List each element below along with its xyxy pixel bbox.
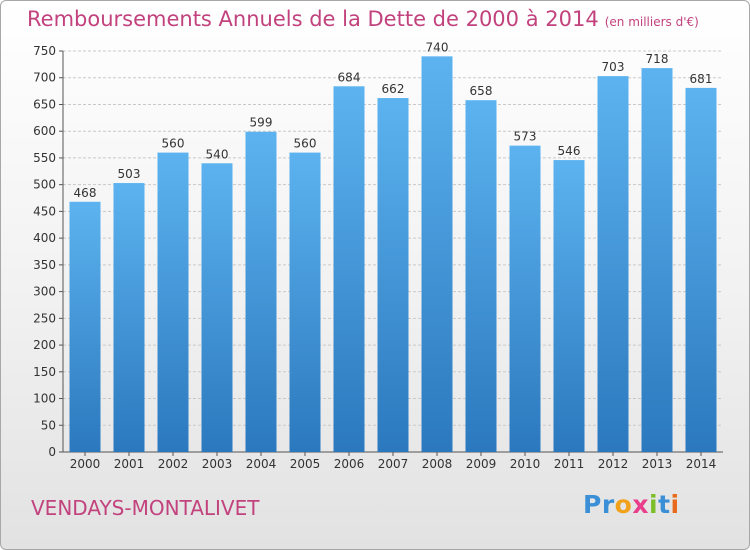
bar: [69, 201, 101, 452]
bar: [289, 152, 321, 452]
logo-letter: t: [658, 490, 671, 519]
x-tick-label: 2013: [642, 457, 673, 471]
y-tick-label: 0: [48, 445, 56, 459]
bar-value-label: 599: [250, 116, 273, 130]
y-tick-label: 500: [33, 178, 56, 192]
bar-value-label: 740: [426, 40, 449, 54]
bar-value-label: 684: [338, 70, 361, 84]
bar: [597, 76, 629, 452]
x-tick-label: 2011: [554, 457, 585, 471]
bar-value-label: 560: [294, 137, 317, 151]
y-tick-label: 250: [33, 311, 56, 325]
y-tick-label: 700: [33, 71, 56, 85]
x-tick-label: 2002: [158, 457, 189, 471]
y-tick-label: 50: [41, 418, 56, 432]
bar-value-label: 540: [206, 147, 229, 161]
bar-value-label: 503: [118, 167, 141, 181]
chart-title-text: Remboursements Annuels de la Dette de 20…: [27, 7, 599, 31]
bar-value-label: 658: [470, 84, 493, 98]
x-tick-label: 2006: [334, 457, 365, 471]
x-tick-label: 2009: [466, 457, 497, 471]
bar-value-label: 718: [646, 52, 669, 66]
proxiti-logo: Proxiti: [583, 490, 680, 519]
x-tick-label: 2003: [202, 457, 233, 471]
x-tick-label: 2005: [290, 457, 321, 471]
y-tick-label: 400: [33, 231, 56, 245]
bar: [685, 87, 717, 452]
unit-note: (en milliers d'€): [604, 15, 699, 29]
bar: [113, 183, 145, 452]
y-tick-label: 650: [33, 97, 56, 111]
bar: [333, 86, 365, 453]
chart-title: Remboursements Annuels de la Dette de 20…: [27, 7, 699, 31]
bar-value-label: 546: [558, 144, 581, 158]
bar: [377, 98, 409, 453]
bar: [509, 145, 541, 453]
bar: [553, 160, 585, 452]
logo-letter: r: [601, 490, 615, 519]
logo-letter: i: [670, 490, 680, 519]
bar-value-label: 560: [162, 137, 185, 151]
logo-letter: x: [632, 490, 649, 519]
bar-value-label: 573: [514, 130, 537, 144]
y-tick-label: 100: [33, 392, 56, 406]
x-tick-label: 2001: [114, 457, 145, 471]
place-name: VENDAYS-MONTALIVET: [31, 496, 260, 520]
x-tick-label: 2012: [598, 457, 629, 471]
bar: [245, 131, 277, 452]
y-tick-label: 600: [33, 124, 56, 138]
x-tick-label: 2000: [70, 457, 101, 471]
logo-letter: P: [583, 490, 602, 519]
bar: [421, 56, 453, 452]
logo-letter: i: [649, 490, 659, 519]
x-tick-label: 2014: [686, 457, 717, 471]
bar-value-label: 703: [602, 60, 625, 74]
y-tick-label: 750: [33, 44, 56, 58]
y-tick-label: 350: [33, 258, 56, 272]
y-tick-label: 200: [33, 338, 56, 352]
bar-value-label: 681: [690, 72, 713, 86]
y-tick-label: 150: [33, 365, 56, 379]
bar-value-label: 662: [382, 82, 405, 96]
bar: [201, 163, 233, 452]
x-tick-label: 2004: [246, 457, 277, 471]
x-tick-label: 2008: [422, 457, 453, 471]
bar-value-label: 468: [74, 186, 97, 200]
x-tick-label: 2010: [510, 457, 541, 471]
bar: [465, 100, 497, 452]
x-tick-label: 2007: [378, 457, 409, 471]
logo-letter: o: [614, 490, 633, 519]
y-tick-label: 550: [33, 151, 56, 165]
bar: [157, 152, 189, 452]
y-tick-label: 450: [33, 204, 56, 218]
y-tick-label: 300: [33, 285, 56, 299]
bar: [641, 68, 673, 452]
